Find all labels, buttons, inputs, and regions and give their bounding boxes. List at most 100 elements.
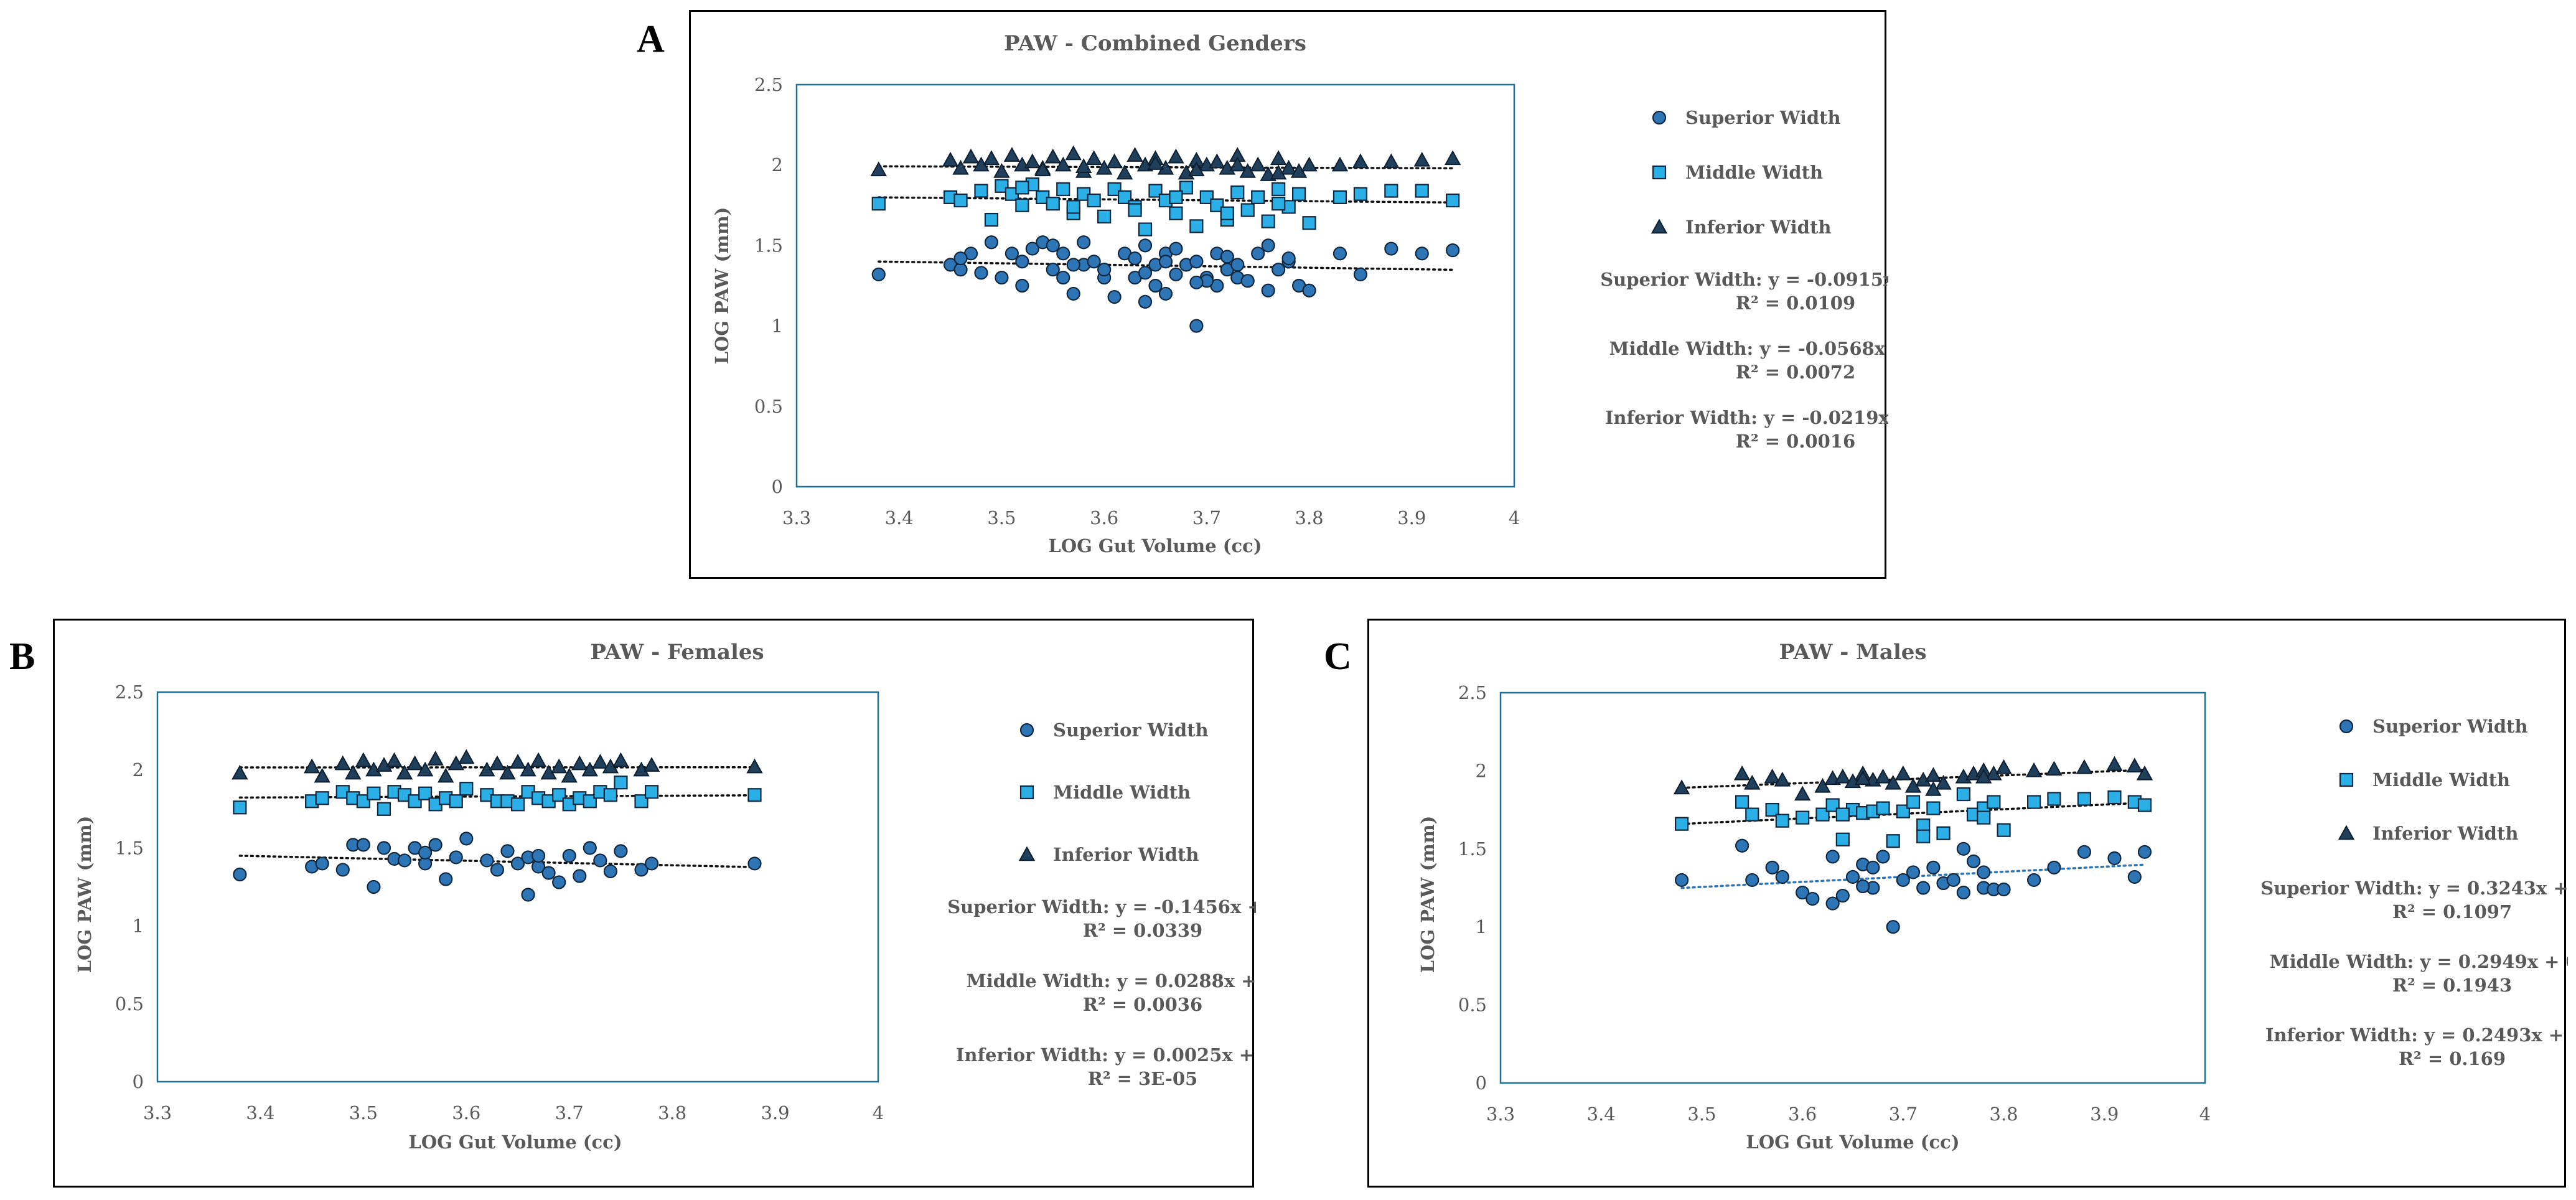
x-tick-label: 3.4 [885, 507, 914, 528]
data-point [1796, 885, 1810, 900]
x-tick-label: 3.4 [246, 1102, 274, 1123]
data-point [490, 863, 505, 877]
data-point [1209, 153, 1225, 169]
x-tick-label: 3.3 [782, 507, 811, 528]
data-point [1230, 258, 1245, 272]
data-point [1886, 920, 1900, 934]
data-point [480, 853, 494, 868]
data-point [1854, 770, 1871, 785]
data-point [1935, 774, 1952, 790]
data-point [1085, 150, 1102, 166]
data-point [747, 856, 762, 871]
series-inferior-width [1673, 756, 2153, 801]
legend-label: Inferior Width [1053, 844, 1199, 865]
data-point [1925, 767, 1942, 782]
series-superior-width [871, 235, 1460, 333]
y-tick-label: 2.5 [754, 74, 783, 95]
data-point [552, 875, 566, 889]
data-point [510, 856, 525, 871]
chart-combined-svg: PAW - Combined Genders LOG Gut Volume (c… [711, 31, 1888, 556]
r-squared: R² = 0.1943 [2392, 975, 2512, 996]
data-point [1825, 850, 1840, 864]
r-squared: R² = 0.1097 [2392, 901, 2512, 922]
data-point [2137, 845, 2152, 859]
data-point [521, 888, 535, 902]
data-point [1806, 891, 1820, 906]
trend-equation: Superior Width: y = -0.1456x + 1.9422 [947, 896, 1256, 917]
data-point [1220, 206, 1234, 220]
series-inferior-width [870, 145, 1461, 181]
data-point [1674, 817, 1689, 831]
data-point [1075, 158, 1092, 173]
trend-equation: Middle Width: y = 0.0288x + 1.726 [967, 970, 1256, 991]
data-point [1126, 147, 1143, 162]
r-squared: R² = 0.0072 [1736, 362, 1855, 383]
data-point [1745, 873, 1759, 888]
data-point [1169, 267, 1183, 282]
x-tick-label: 3.7 [1889, 1104, 1918, 1125]
data-point [1261, 283, 1275, 298]
data-point [1384, 241, 1398, 256]
data-point [1302, 216, 1316, 230]
x-axis-label: LOG Gut Volume (cc) [1746, 1132, 1959, 1153]
data-point [1138, 222, 1153, 237]
y-axis-label: LOG PAW (mm) [711, 207, 733, 365]
chart-panel-males: PAW - Males LOG Gut Volume (cc) LOG PAW … [1367, 619, 2568, 1188]
data-point [1015, 198, 1029, 212]
y-tick-label: 1 [1476, 916, 1487, 937]
data-point [406, 755, 423, 771]
data-point [1835, 888, 1850, 903]
r-squared: R² = 0.0016 [1736, 431, 1855, 452]
data-point [1251, 246, 1265, 261]
data-point [2046, 761, 2063, 776]
data-point [561, 767, 578, 783]
data-point [2077, 792, 2092, 806]
data-point [995, 179, 1009, 193]
data-point [614, 844, 628, 858]
chart-title: PAW - Males [1779, 640, 1926, 665]
data-point [1229, 156, 1246, 172]
data-point [2107, 851, 2122, 865]
data-point [2127, 870, 2142, 884]
x-tick-label: 4 [2199, 1104, 2211, 1125]
data-point [1835, 832, 1850, 846]
data-point [1116, 164, 1133, 180]
data-point [1005, 246, 1019, 261]
data-point [232, 764, 248, 780]
legend-marker [2339, 719, 2354, 734]
data-point [2026, 795, 2041, 809]
data-point [592, 754, 609, 769]
data-point [962, 148, 980, 164]
data-point [1158, 286, 1173, 301]
data-point [377, 802, 391, 816]
chart-panel-females: PAW - Females LOG Gut Volume (cc) LOG PA… [53, 619, 1256, 1188]
data-point [747, 788, 762, 802]
x-tick-label: 3.3 [143, 1102, 172, 1123]
legend-marker [2338, 825, 2355, 840]
data-point [1117, 190, 1132, 204]
trend-equation: Superior Width: y = 0.3243x + 0.1208 [2260, 878, 2568, 899]
x-tick-label: 3.8 [1295, 507, 1324, 528]
data-point [233, 867, 247, 882]
data-point [1875, 768, 1891, 784]
y-tick-label: 0.5 [754, 396, 783, 417]
series-superior-width [233, 832, 762, 902]
data-point [1199, 190, 1214, 204]
data-point [871, 197, 886, 211]
data-point [531, 848, 546, 863]
data-point [1034, 161, 1051, 177]
legend-marker [1019, 785, 1034, 800]
x-tick-label: 3.3 [1486, 1104, 1515, 1125]
y-tick-label: 0.5 [1458, 995, 1487, 1016]
data-point [1169, 190, 1183, 204]
data-point [1302, 283, 1316, 298]
data-point [1056, 270, 1070, 285]
data-point [509, 754, 527, 769]
x-tick-label: 3.8 [658, 1102, 686, 1123]
trend-equation: Inferior Width: y = 0.2493x + 1.0235 [2265, 1024, 2568, 1046]
data-point [428, 838, 443, 852]
data-point [356, 838, 370, 852]
data-point [1210, 198, 1224, 212]
r-squared: R² = 0.0036 [1083, 994, 1202, 1015]
data-point [1353, 267, 1368, 282]
